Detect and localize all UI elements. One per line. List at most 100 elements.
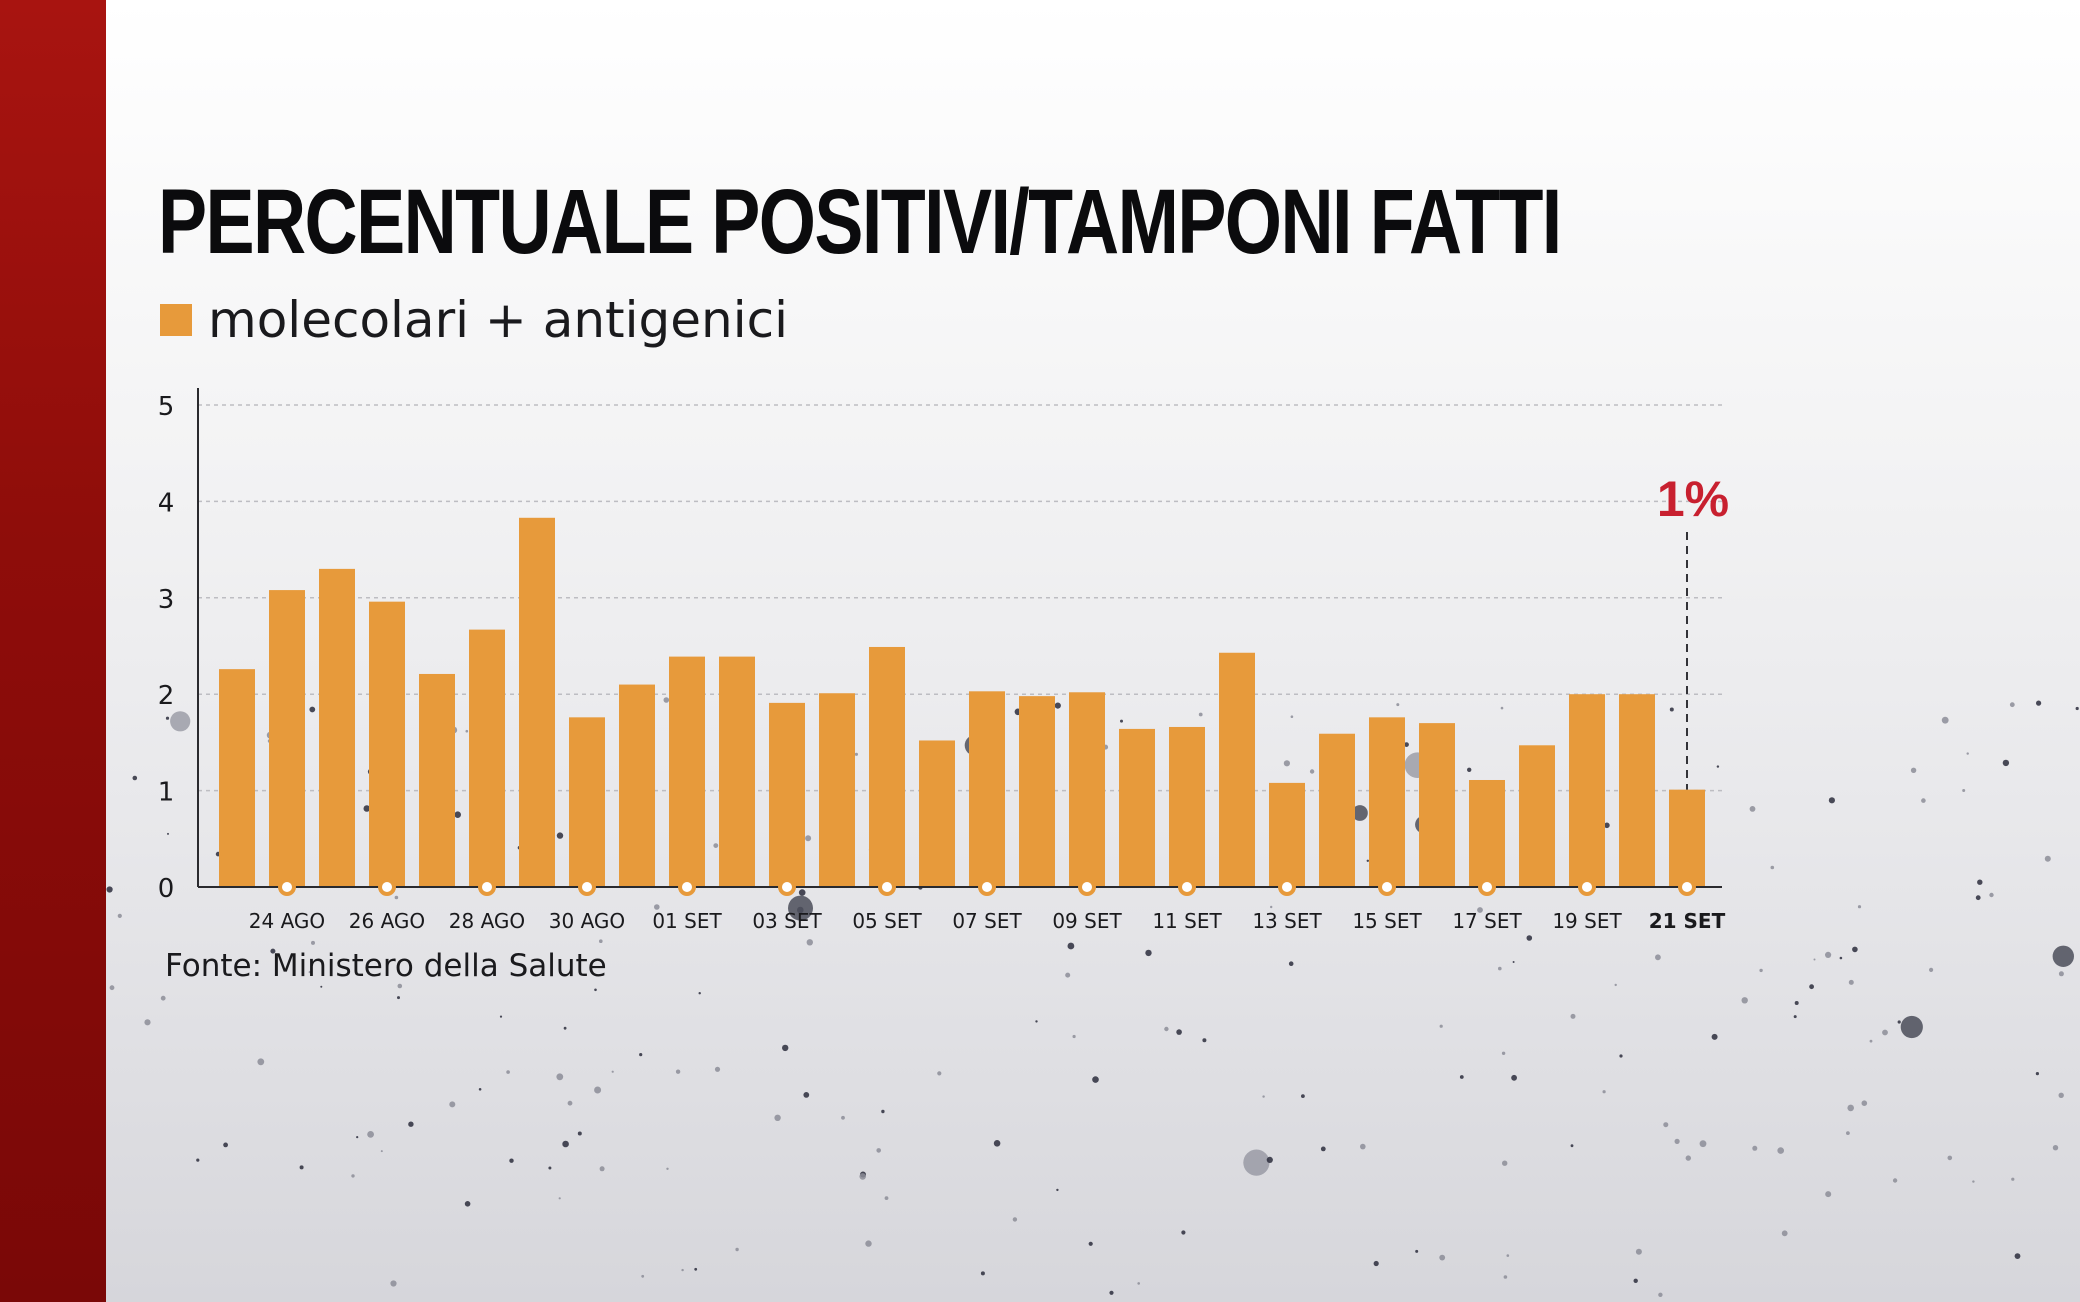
y-tick-label: 4 — [158, 488, 175, 518]
x-tick-marker — [478, 878, 496, 896]
x-tick-marker — [1078, 878, 1096, 896]
speckle — [1900, 1015, 1923, 1039]
speckle — [308, 970, 311, 974]
speckle — [380, 1150, 383, 1153]
bar-chart: 0 1 2 3 4 5 24 AGO 26 AGO 28 AGO 30 AGO 01 SET 03 S… — [158, 388, 1729, 933]
speckle — [1861, 1100, 1868, 1106]
speckle — [397, 983, 403, 989]
speckle — [599, 1166, 605, 1172]
speckle — [311, 940, 315, 945]
x-tick-label: 03 SET — [752, 909, 822, 933]
speckle — [1502, 1160, 1508, 1166]
speckle — [454, 811, 462, 818]
speckle — [2002, 759, 2010, 767]
speckle — [1288, 961, 1294, 966]
speckle — [2009, 702, 2015, 708]
speckle — [1846, 1131, 1850, 1135]
speckle — [2011, 1177, 2015, 1181]
speckle — [1929, 967, 1934, 973]
bar — [1419, 723, 1455, 887]
speckle — [1977, 879, 1983, 885]
speckle — [663, 697, 670, 703]
bar — [1569, 694, 1605, 887]
speckle — [167, 832, 169, 835]
speckle — [782, 1044, 789, 1052]
speckle — [806, 939, 813, 946]
annotation-label: 1% — [1657, 471, 1729, 527]
speckle — [1506, 1254, 1510, 1257]
page-title: PERCENTUALE POSITIVI/TAMPONI FATTI — [158, 171, 1562, 273]
speckle — [563, 1026, 567, 1030]
speckle — [1137, 1282, 1140, 1285]
speckle — [1283, 760, 1290, 767]
speckle — [160, 995, 166, 1001]
speckle — [1685, 1155, 1692, 1161]
speckle — [675, 1069, 681, 1074]
speckle — [1752, 1145, 1758, 1151]
speckle — [1633, 1278, 1638, 1284]
bar — [369, 601, 405, 887]
speckle — [1741, 997, 1748, 1004]
speckle — [2044, 855, 2051, 862]
bar — [1169, 726, 1205, 887]
speckle — [1477, 907, 1483, 913]
speckle — [320, 985, 323, 988]
speckle — [1813, 958, 1816, 961]
speckle — [841, 1115, 845, 1120]
speckle — [1352, 805, 1368, 821]
speckle — [1962, 789, 1966, 792]
speckle — [1966, 752, 1969, 755]
x-tick-marker — [1678, 878, 1696, 896]
speckle — [1663, 1122, 1669, 1128]
x-tick-marker — [878, 878, 896, 896]
speckle — [788, 895, 813, 921]
speckle — [562, 1140, 569, 1148]
speckle — [132, 775, 138, 781]
speckle — [1897, 1020, 1901, 1024]
speckle — [1498, 966, 1502, 971]
y-tick-label: 0 — [158, 874, 175, 904]
speckle — [1120, 719, 1123, 723]
speckle — [1176, 1029, 1182, 1035]
speckle — [1072, 1034, 1076, 1039]
bar — [1319, 733, 1355, 887]
speckle — [1989, 892, 1994, 898]
speckle — [1825, 1191, 1832, 1198]
speckle — [1699, 1140, 1707, 1148]
speckle — [1266, 1156, 1273, 1163]
speckle — [1198, 712, 1203, 717]
speckle — [1056, 1188, 1059, 1192]
y-tick-label: 1 — [158, 778, 175, 808]
legend-swatch — [160, 304, 192, 336]
speckle — [594, 988, 597, 992]
x-tick-label: 17 SET — [1452, 909, 1522, 933]
side-bar — [0, 0, 106, 1302]
bar — [1269, 782, 1305, 887]
speckle — [1759, 968, 1763, 973]
speckle — [1262, 1095, 1265, 1098]
speckle — [713, 843, 719, 848]
bar — [519, 517, 555, 887]
bar — [719, 656, 755, 887]
speckle — [1467, 767, 1472, 772]
bar — [1219, 652, 1255, 887]
speckle — [1669, 707, 1674, 712]
speckle — [1793, 1015, 1797, 1019]
bar — [969, 691, 1005, 887]
speckle — [1882, 1029, 1888, 1036]
bar — [1469, 779, 1505, 887]
speckle — [1809, 984, 1814, 990]
speckle — [2052, 945, 2074, 967]
bar — [819, 693, 855, 887]
speckle — [1526, 935, 1533, 941]
speckle — [805, 835, 812, 842]
speckle — [666, 1167, 669, 1171]
speckle — [1320, 1146, 1326, 1152]
bar — [1119, 728, 1155, 887]
speckle — [270, 948, 276, 954]
source-note: Fonte: Ministero della Salute — [165, 948, 607, 984]
speckle — [1658, 1292, 1663, 1298]
bar — [919, 740, 955, 887]
speckle — [548, 1166, 552, 1170]
speckle — [1828, 797, 1835, 804]
